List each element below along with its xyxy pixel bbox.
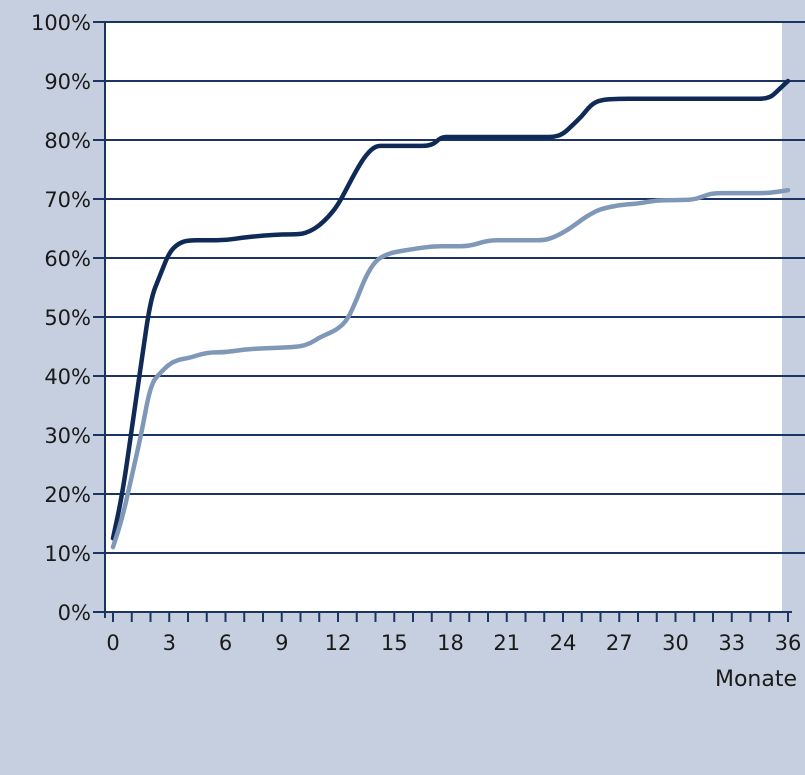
series-group: [110, 78, 791, 550]
x-tick-label: 30: [662, 631, 689, 655]
x-tick-label: 24: [550, 631, 577, 655]
x-tick-label: 36: [775, 631, 802, 655]
series-line-light: [110, 187, 791, 550]
tick-labels: 0%10%20%30%40%50%60%70%80%90%100%0 3 6 9 12 1…: [31, 11, 801, 655]
y-tick-label: 50%: [44, 306, 91, 330]
x-tick-label: 3: [163, 631, 176, 655]
axes: [93, 21, 792, 622]
x-tick-label: 0: [106, 631, 119, 655]
y-tick-label: 10%: [44, 542, 91, 566]
x-tick-label: 15: [381, 631, 408, 655]
y-tick-label: 40%: [44, 365, 91, 389]
y-tick-label: 90%: [44, 70, 91, 94]
y-tick-label: 20%: [44, 483, 91, 507]
y-tick-label: 0%: [58, 601, 91, 625]
x-axis-label: Monate: [715, 667, 797, 692]
x-tick-label: 21: [493, 631, 520, 655]
series-line-dark: [110, 78, 791, 541]
y-tick-label: 80%: [44, 129, 91, 153]
y-tick-label: 60%: [44, 247, 91, 271]
x-tick-label: 12: [325, 631, 352, 655]
y-tick-label: 70%: [44, 188, 91, 212]
x-tick-label: 9: [275, 631, 288, 655]
x-tick-label: 6: [219, 631, 232, 655]
x-tick-label: 33: [718, 631, 745, 655]
x-tick-label: 27: [606, 631, 633, 655]
y-tick-label: 30%: [44, 424, 91, 448]
y-tick-label: 100%: [31, 11, 91, 35]
x-tick-label: 18: [437, 631, 464, 655]
